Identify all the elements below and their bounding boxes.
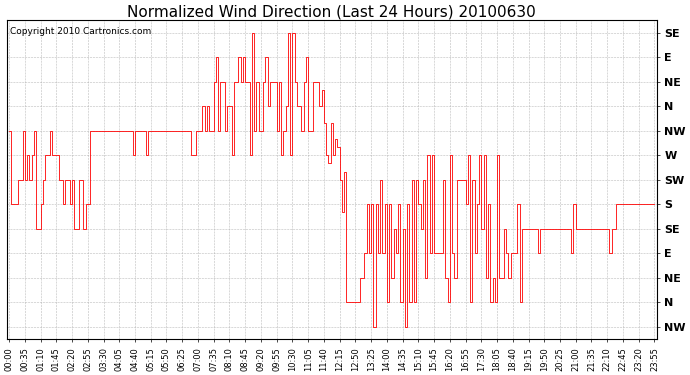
Text: Copyright 2010 Cartronics.com: Copyright 2010 Cartronics.com (10, 27, 151, 36)
Title: Normalized Wind Direction (Last 24 Hours) 20100630: Normalized Wind Direction (Last 24 Hours… (128, 4, 536, 19)
